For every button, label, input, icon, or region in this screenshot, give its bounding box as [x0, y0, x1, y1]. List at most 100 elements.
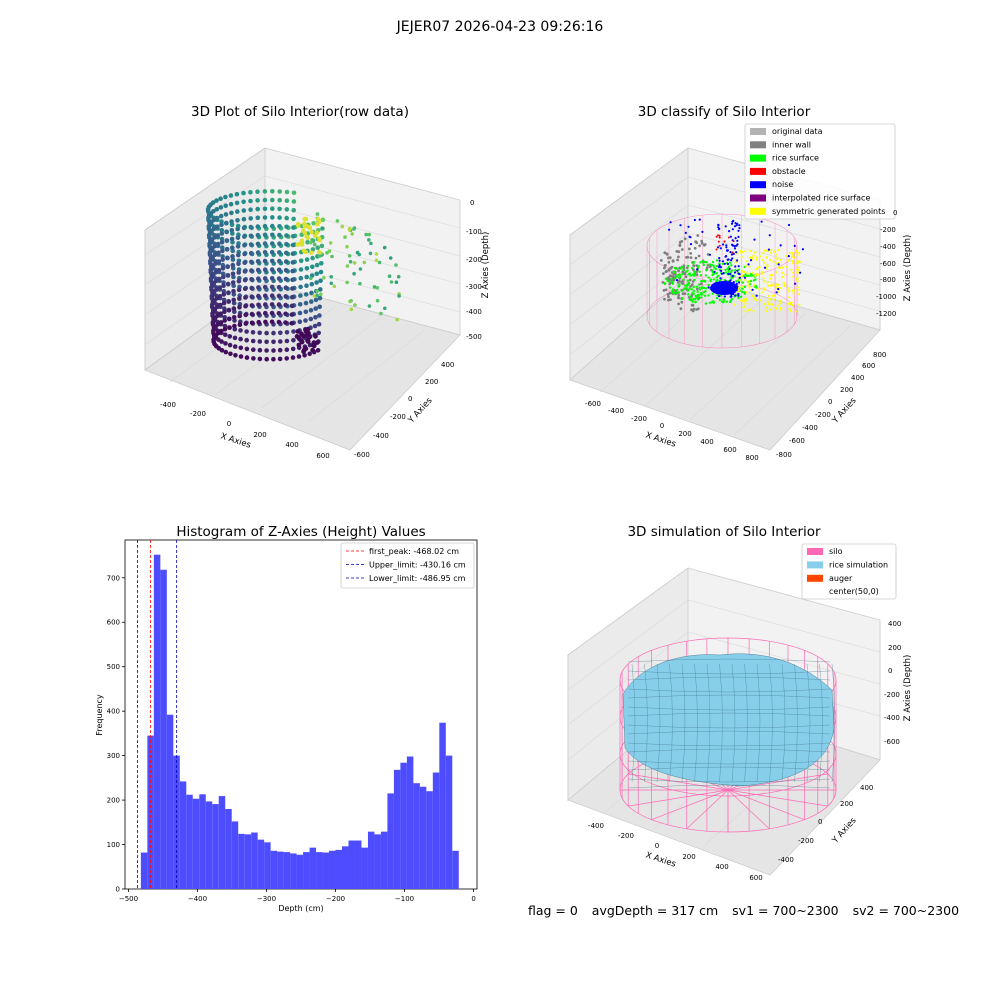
raw-point: [299, 238, 305, 243]
raw-data-panel: 3D Plot of Silo Interior(row data) -400 …: [144, 104, 491, 460]
rice-surface-point: [705, 287, 708, 290]
noise-point: [736, 259, 739, 262]
symmetric-point: [780, 271, 784, 275]
symmetric-point: [755, 273, 759, 276]
raw-point: [243, 295, 248, 300]
raw-point: [377, 260, 382, 265]
legend-label: obstacle: [772, 167, 806, 176]
raw-ytick: 200: [425, 378, 438, 386]
raw-point: [302, 221, 307, 226]
raw-point: [256, 319, 262, 325]
raw-point: [382, 245, 387, 250]
symmetric-point: [786, 259, 790, 262]
histogram-x-ticks: −500 −400 −300 −200 −100 0: [119, 889, 476, 903]
raw-point: [214, 198, 219, 203]
inner-wall-point: [677, 296, 680, 300]
raw-point: [216, 259, 221, 264]
symmetric-point: [755, 299, 759, 302]
classify-panel: 3D classify of Silo Interior original da…: [569, 104, 913, 462]
inner-wall-point: [684, 275, 688, 279]
legend-swatch: [750, 181, 766, 189]
inner-wall-point: [659, 259, 663, 262]
rice-surface-point: [744, 273, 747, 276]
noise-point: [787, 255, 790, 258]
raw-data-title: 3D Plot of Silo Interior(row data): [191, 104, 409, 120]
noise-point: [793, 244, 796, 247]
sim-ztick: -600: [884, 738, 900, 746]
raw-point: [262, 276, 268, 281]
rice-surface-point: [678, 273, 681, 276]
legend-label: inner wall: [772, 140, 811, 149]
rice-surface-point: [701, 286, 704, 290]
raw-point: [217, 285, 222, 290]
inner-wall-point: [690, 283, 694, 287]
raw-point: [257, 339, 263, 344]
classify-xlabel: X Axies: [644, 430, 677, 449]
rice-surface-point: [686, 264, 690, 268]
rice-surface-point: [703, 294, 707, 297]
symmetric-point: [745, 297, 748, 300]
inner-wall-point: [663, 297, 666, 301]
inner-wall-point: [677, 255, 680, 259]
obstacle-point: [715, 248, 718, 251]
obstacle-point: [718, 234, 721, 237]
histogram-bar: [160, 569, 167, 889]
histogram-ytick-label: 400: [107, 708, 120, 716]
inner-wall-point: [697, 254, 701, 258]
rice-surface-point: [686, 279, 689, 282]
raw-point: [291, 234, 296, 239]
symmetric-point: [741, 250, 744, 254]
inner-wall-point: [667, 260, 671, 264]
inner-wall-point: [694, 256, 698, 260]
histogram-bar: [212, 804, 219, 889]
rice-surface-point: [692, 262, 695, 265]
raw-point: [241, 208, 247, 213]
rice-surface-point: [690, 266, 694, 270]
histogram-bar: [452, 850, 459, 889]
raw-x-ticks: -400 -200 0 200 400 600: [160, 401, 330, 460]
raw-point: [394, 280, 399, 285]
cls-ytick: -200: [815, 411, 831, 419]
raw-point: [231, 297, 236, 303]
raw-point: [319, 292, 323, 297]
histogram-bar: [432, 772, 440, 889]
raw-point: [237, 296, 242, 301]
raw-xtick: 600: [316, 452, 329, 460]
inner-wall-point: [685, 256, 688, 259]
noise-point: [735, 251, 738, 254]
symmetric-point: [744, 310, 747, 313]
rice-surface-point: [699, 274, 703, 277]
symmetric-point: [796, 271, 799, 274]
raw-point: [221, 300, 227, 306]
symmetric-point: [779, 287, 782, 290]
symmetric-point: [769, 308, 772, 311]
raw-point: [315, 245, 321, 250]
raw-point: [283, 259, 289, 264]
noise-point: [675, 279, 679, 282]
raw-point: [244, 337, 249, 343]
simulation-panel: 3D simulation of Silo Interior silo rice …: [567, 524, 913, 882]
inner-wall-point: [681, 282, 685, 285]
raw-point: [249, 311, 255, 317]
raw-point: [241, 199, 246, 205]
raw-point: [248, 224, 254, 230]
raw-point: [220, 248, 225, 254]
symmetric-point: [748, 265, 751, 268]
histogram-bars: [140, 554, 459, 889]
raw-point: [301, 349, 306, 354]
raw-point: [262, 223, 268, 229]
rice-surface-point: [664, 277, 668, 280]
histogram-bar: [270, 850, 278, 889]
raw-point: [277, 206, 282, 212]
raw-point: [220, 271, 226, 277]
figure-title: JEJER07 2026-04-23 09:26:16: [396, 19, 604, 35]
raw-point: [220, 245, 225, 250]
histogram-bar: [186, 794, 193, 889]
histogram-bar: [400, 762, 407, 889]
raw-point: [248, 216, 253, 221]
symmetric-point: [779, 308, 783, 311]
raw-point: [315, 216, 321, 222]
rice-surface-point: [704, 280, 707, 283]
classify-ylabel: Y Axies: [830, 395, 859, 426]
symmetric-point: [769, 298, 772, 301]
